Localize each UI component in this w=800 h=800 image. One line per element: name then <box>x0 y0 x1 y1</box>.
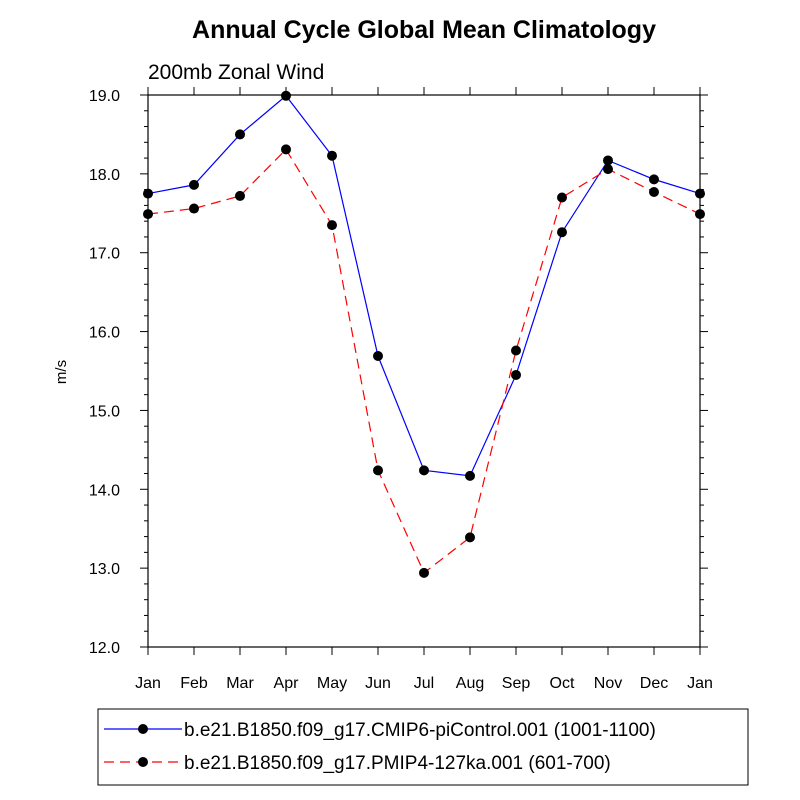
series-2-point <box>419 567 429 578</box>
series-1-point <box>373 351 383 362</box>
series-1-point <box>557 227 567 238</box>
series-2-point <box>327 220 337 231</box>
x-tick-label: Aug <box>456 675 484 692</box>
y-tick-label: 12.0 <box>89 640 120 657</box>
series-2-point <box>189 203 199 214</box>
series-1-point <box>649 174 659 185</box>
x-tick-label: Jan <box>687 675 713 692</box>
y-tick-label: 15.0 <box>89 403 120 420</box>
series-2-point <box>235 190 245 201</box>
plot-frame <box>147 94 701 648</box>
x-tick-label: Nov <box>594 675 622 692</box>
series-2-point <box>281 144 291 155</box>
axis-ticks <box>140 87 708 655</box>
y-axis-label: m/s <box>53 360 70 384</box>
x-tick-label: Feb <box>180 675 208 692</box>
series-1-point <box>189 179 199 190</box>
series-line-2 <box>147 148 701 574</box>
x-tick-label: Jun <box>365 675 391 692</box>
series-2-point <box>695 209 705 220</box>
series-2-point <box>649 186 659 197</box>
x-tick-label: Dec <box>640 675 668 692</box>
tick-labels: Jan Feb Mar Apr May Jun Jul Aug Sep Oct Nov Dec Jan 1… <box>89 88 713 692</box>
series-line-1 <box>147 94 701 477</box>
x-tick-label: Oct <box>550 675 575 692</box>
y-tick-label: 18.0 <box>89 167 120 184</box>
series-1-point <box>511 369 521 380</box>
y-tick-label: 13.0 <box>89 561 120 578</box>
x-tick-label: Jul <box>414 675 434 692</box>
series-1-point <box>695 188 705 199</box>
x-tick-label: Apr <box>274 675 300 692</box>
series-1-point <box>327 150 337 161</box>
series-1-point <box>235 129 245 140</box>
chart-title: Annual Cycle Global Mean Climatology <box>192 16 656 44</box>
plot-border <box>147 94 701 648</box>
series-2-point <box>603 164 613 175</box>
y-tick-label: 14.0 <box>89 482 120 499</box>
y-tick-label: 17.0 <box>89 246 120 263</box>
legend-marker-2 <box>138 757 148 767</box>
series-1-point <box>419 465 429 476</box>
x-tick-label: May <box>317 675 347 692</box>
series-2-point <box>511 345 521 356</box>
series-lines <box>143 90 705 578</box>
series-2-point <box>143 209 153 220</box>
legend-box <box>97 708 749 786</box>
legend-label-1: b.e21.B1850.f09_g17.CMIP6-piControl.001 … <box>184 720 656 741</box>
series-1-point <box>465 470 475 481</box>
series-1-point <box>143 188 153 199</box>
x-tick-label: Sep <box>502 675 531 692</box>
y-tick-label: 19.0 <box>89 88 120 105</box>
x-tick-label: Jan <box>135 675 161 692</box>
legend-marker-1 <box>138 724 148 734</box>
x-tick-label: Mar <box>226 675 254 692</box>
series-1-point <box>603 155 613 166</box>
legend: b.e21.B1850.f09_g17.CMIP6-piControl.001 … <box>97 708 749 786</box>
chart-subtitle: 200mb Zonal Wind <box>148 61 324 84</box>
legend-label-2: b.e21.B1850.f09_g17.PMIP4-127ka.001 (601… <box>184 753 611 774</box>
series-1-point <box>281 90 291 101</box>
series-2-point <box>373 465 383 476</box>
series-2-point <box>557 192 567 203</box>
series-2-point <box>465 532 475 543</box>
y-tick-label: 16.0 <box>89 325 120 342</box>
